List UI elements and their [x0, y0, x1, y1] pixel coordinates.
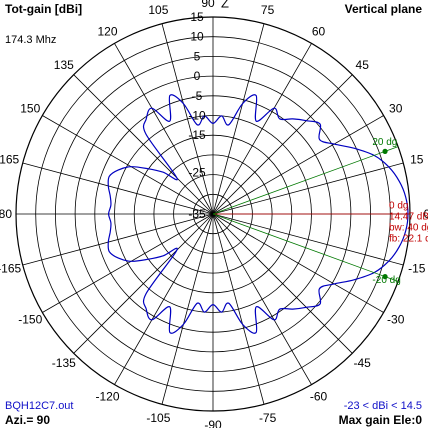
angle-tick-label: 150	[20, 102, 40, 116]
upper-half-power-line	[212, 146, 399, 215]
lower-half-power-label: -20 dg	[372, 275, 400, 286]
upper-half-power-dot	[382, 148, 388, 154]
lower-half-power-line	[212, 213, 399, 282]
frequency-label: 174.3 Mhz	[5, 34, 57, 46]
max-gain-label: 14.47 dB	[389, 212, 428, 223]
radial-tick-label: 5	[194, 49, 201, 63]
angle-tick-label: 120	[97, 24, 117, 38]
angle-tick-label: -120	[95, 390, 119, 404]
zenith-label: Z	[221, 0, 229, 11]
angle-tick-label: -30	[387, 313, 405, 327]
radial-tick-label: -5	[192, 89, 203, 103]
chart-subtitle: Vertical plane	[344, 2, 422, 16]
angle-tick-label: 105	[148, 3, 168, 17]
angle-tick-label: -45	[354, 356, 372, 370]
angle-tick-label: 180	[0, 207, 12, 221]
angle-tick-label: 0	[424, 207, 428, 221]
angle-tick-label: 30	[389, 102, 403, 116]
angle-tick-label: -165	[0, 262, 22, 276]
radial-tick-label: 15	[190, 10, 204, 24]
radial-tick-label: -25	[188, 166, 206, 180]
radial-tick-label: 0	[194, 69, 201, 83]
angle-tick-label: 135	[54, 58, 74, 72]
chart-title: Tot-gain [dBi]	[5, 2, 83, 16]
angle-tick-label: -75	[259, 411, 277, 425]
azimuth-label: Azi.= 90	[5, 413, 51, 427]
angle-tick-label: 75	[261, 3, 275, 17]
file-name-label: BQH12C7.out	[5, 400, 74, 412]
angle-tick-label: 60	[312, 24, 326, 38]
max-gain-elevation-label: Max gain Ele:0	[338, 413, 422, 427]
angle-tick-label: -150	[18, 313, 42, 327]
angle-tick-label: -135	[52, 356, 76, 370]
angle-tick-label: -105	[146, 411, 170, 425]
radial-tick-label: -15	[188, 128, 206, 142]
angle-tick-label: 45	[356, 58, 370, 72]
gain-range-label: -23 < dBi < 14.5	[343, 400, 422, 412]
upper-half-power-label: 20 dg	[372, 137, 397, 148]
radial-tick-label: 10	[190, 30, 204, 44]
radiation-pattern-line	[107, 94, 409, 334]
angle-tick-label: -90	[204, 418, 222, 428]
angle-tick-label: 165	[0, 152, 20, 166]
main-angle-label: 0 dg	[389, 201, 408, 212]
angle-tick-label: -60	[310, 390, 328, 404]
angle-tick-label: 90	[201, 0, 215, 10]
angle-tick-label: 15	[410, 152, 424, 166]
front-back-label: fb: 22.1 dE	[389, 234, 428, 245]
beamwidth-label: bw: 40 dg	[389, 223, 428, 234]
radial-tick-label: -10	[188, 109, 206, 123]
lower-half-power-dot	[382, 274, 388, 280]
radial-tick-label: -35	[188, 207, 206, 221]
angle-tick-label: -15	[408, 262, 426, 276]
